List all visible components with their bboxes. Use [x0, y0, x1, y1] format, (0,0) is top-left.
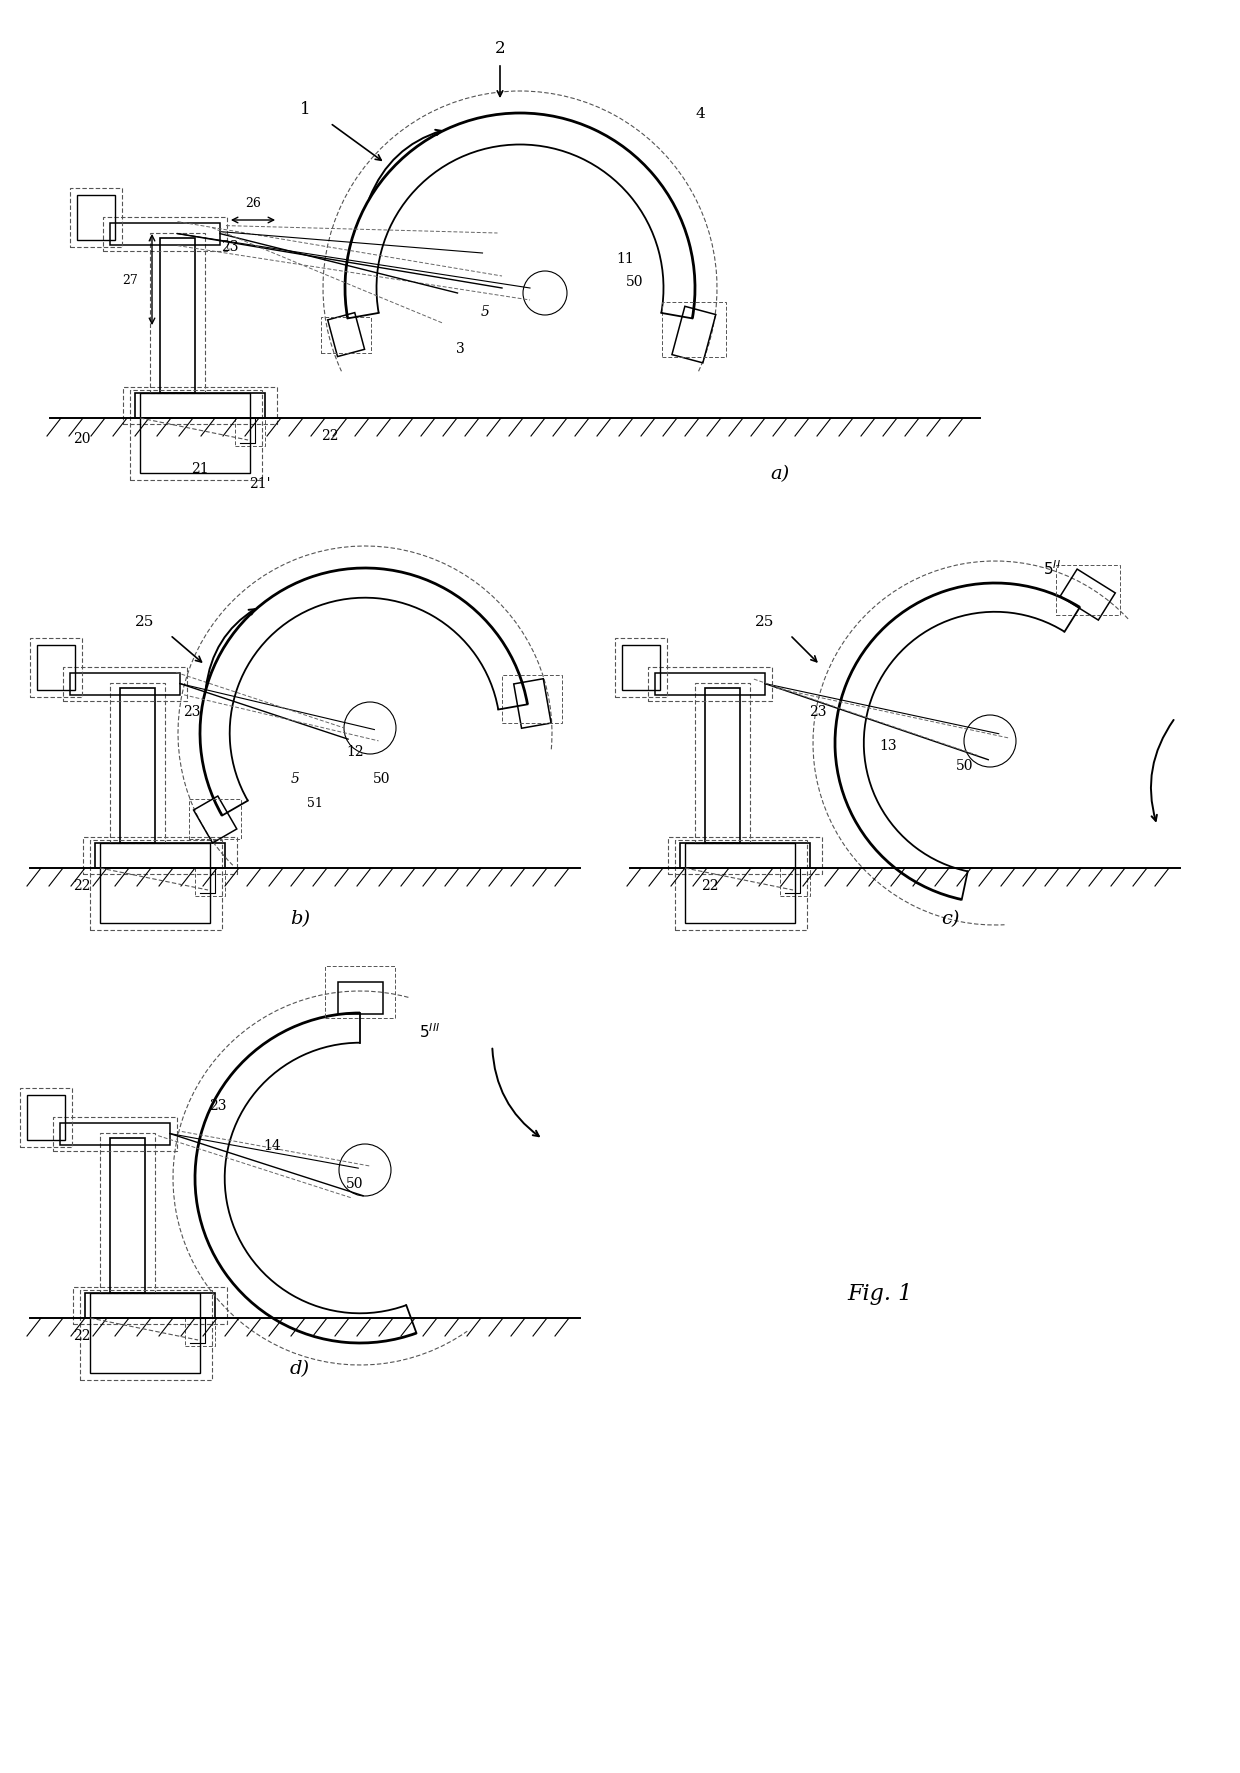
Text: 3: 3 — [455, 342, 464, 356]
Circle shape — [339, 1144, 391, 1197]
Text: 14: 14 — [263, 1138, 281, 1152]
Text: 12: 12 — [346, 745, 363, 759]
Text: 27: 27 — [122, 275, 138, 287]
Text: 23: 23 — [810, 704, 827, 718]
Circle shape — [343, 702, 396, 755]
Text: 2: 2 — [495, 41, 506, 57]
Text: 22: 22 — [73, 1328, 91, 1342]
Circle shape — [523, 271, 567, 316]
Text: 21': 21' — [249, 477, 270, 491]
Text: 25: 25 — [755, 615, 775, 629]
Text: 1: 1 — [300, 101, 310, 117]
Text: a): a) — [770, 465, 790, 482]
Text: 50: 50 — [626, 275, 644, 289]
Circle shape — [346, 1151, 384, 1190]
Text: d): d) — [290, 1360, 310, 1378]
Circle shape — [971, 723, 1009, 761]
Text: 23: 23 — [210, 1099, 227, 1112]
Text: 21: 21 — [191, 461, 208, 475]
Text: 13: 13 — [879, 739, 897, 752]
Circle shape — [529, 278, 560, 310]
Circle shape — [963, 716, 1016, 768]
Text: 26: 26 — [246, 197, 260, 211]
Text: 22: 22 — [702, 878, 719, 892]
Text: 50: 50 — [346, 1175, 363, 1190]
Text: 11: 11 — [616, 252, 634, 266]
Text: 4: 4 — [696, 106, 704, 121]
Circle shape — [351, 709, 389, 748]
Text: $5^{III}$: $5^{III}$ — [419, 1021, 440, 1041]
Text: 5: 5 — [481, 305, 490, 319]
Text: 22: 22 — [73, 878, 91, 892]
Text: 22: 22 — [321, 429, 339, 443]
Text: 51: 51 — [308, 798, 322, 810]
Text: 5: 5 — [290, 771, 299, 785]
Text: 23: 23 — [221, 239, 239, 254]
Text: 25: 25 — [135, 615, 155, 629]
Text: 50: 50 — [373, 771, 391, 785]
Text: $5^{II}$: $5^{II}$ — [1043, 558, 1061, 578]
Text: b): b) — [290, 910, 310, 927]
Text: 20: 20 — [73, 433, 91, 445]
Text: Fig. 1: Fig. 1 — [847, 1282, 913, 1305]
Text: 23: 23 — [184, 704, 201, 718]
Text: c): c) — [941, 910, 960, 927]
Text: 50: 50 — [956, 759, 973, 773]
